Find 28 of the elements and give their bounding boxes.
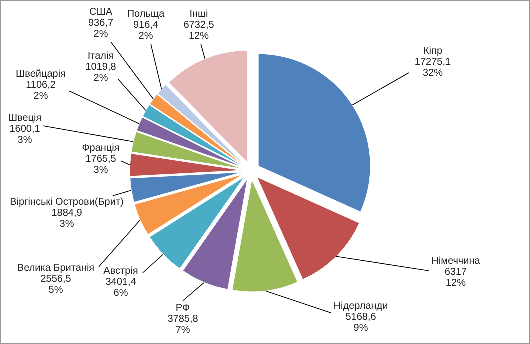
data-label: 2556,5 5%	[40, 274, 72, 296]
data-label: 1019,8 2%	[86, 62, 117, 84]
slice-label: Велика Британія	[17, 263, 95, 274]
slice-label: Нідерланди	[334, 301, 388, 312]
data-label: 3785,8 7%	[168, 314, 199, 336]
slice-label: Польща	[127, 9, 166, 20]
slice-label: Інші	[190, 9, 208, 20]
slice-label: Швейцарія	[16, 69, 66, 80]
data-label: 6732,5 12%	[184, 20, 215, 42]
data-label: 1765,5 3%	[86, 154, 117, 176]
slice-label: Італія	[88, 51, 114, 62]
slice-label: США	[89, 7, 113, 18]
data-label: 1884,9 3%	[52, 208, 83, 230]
slice-label: Франція	[82, 143, 120, 154]
data-label: 1600,1 3%	[10, 124, 41, 146]
data-label: 17275,1 32%	[414, 57, 452, 79]
slice-label: Австрія	[104, 266, 138, 277]
slice-label: РФ	[176, 303, 190, 314]
data-label: 3401,4 6%	[106, 277, 137, 299]
data-label: 1106,2 2%	[26, 80, 56, 102]
slice-label: Кіпр	[423, 46, 443, 57]
data-label: 5168,6 9%	[346, 312, 377, 334]
slice-label: Німеччина	[432, 256, 481, 267]
data-label: 936,7 2%	[88, 18, 114, 40]
data-label: 916,4 2%	[133, 20, 159, 42]
slice-label: Віргінські Острови(Брит)	[10, 197, 124, 208]
data-label: 6317 12%	[444, 267, 468, 289]
slice-label: Швеція	[8, 113, 42, 124]
